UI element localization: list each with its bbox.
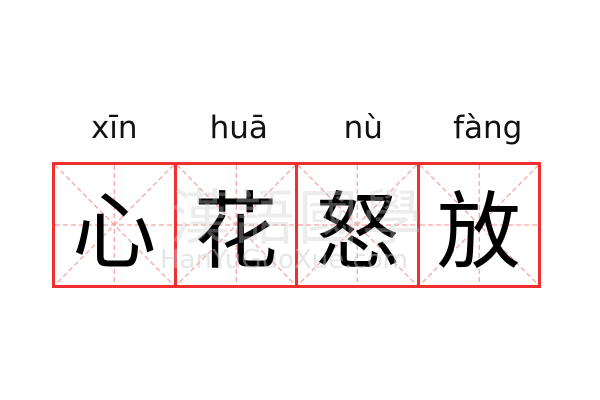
character-cell: 花 [173, 162, 298, 288]
character-3: 怒 [315, 182, 400, 281]
pinyin-row: xīn huā nù fàng [52, 106, 550, 150]
character-2: 花 [193, 182, 278, 281]
character-grid: 心 花 怒 放 [52, 162, 550, 288]
guide-lines [177, 165, 296, 285]
character-cell: 心 [52, 162, 177, 288]
character-1: 心 [72, 182, 157, 281]
pinyin-3: nù [343, 110, 383, 146]
guide-lines [298, 165, 417, 285]
character-cell: 怒 [295, 162, 420, 288]
guide-lines [420, 165, 539, 285]
character-4: 放 [436, 182, 521, 281]
character-cell: 放 [416, 162, 541, 288]
pinyin-1: xīn [90, 110, 138, 146]
pinyin-2: huā [209, 110, 268, 146]
pinyin-4: fàng [453, 110, 523, 146]
guide-lines [55, 165, 174, 285]
